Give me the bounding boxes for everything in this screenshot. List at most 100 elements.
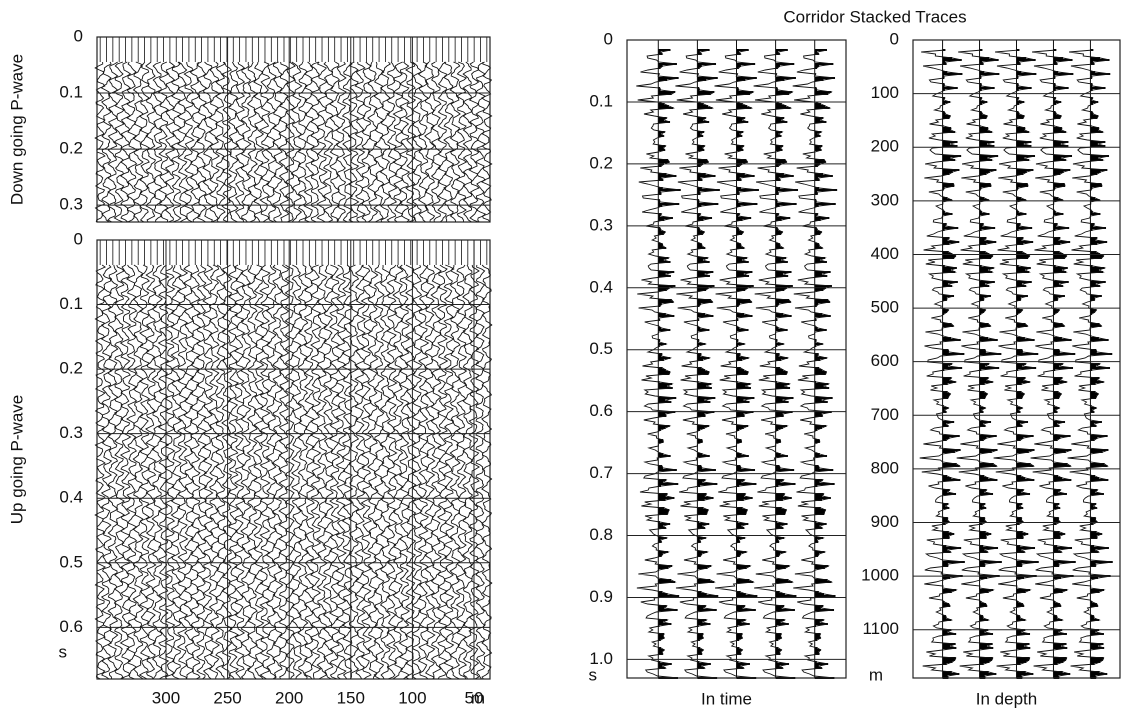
seismic-trace: [423, 264, 436, 680]
y-tick-label: 300: [871, 190, 899, 209]
seismic-trace: [443, 264, 455, 680]
seismic-trace: [404, 61, 417, 223]
seismic-trace: [437, 61, 447, 223]
y-unit: s: [59, 642, 68, 661]
y-tick-label: 0.4: [589, 277, 613, 296]
seismic-trace: [468, 61, 480, 223]
y-tick-label: 1.0: [589, 649, 613, 668]
seismic-trace: [474, 61, 487, 223]
seismic-trace: [240, 61, 252, 223]
y-axis-label: Up going P-wave: [7, 395, 26, 524]
seismic-trace: [309, 264, 322, 680]
y-tick-label: 0: [74, 26, 83, 45]
seismic-trace: [157, 264, 170, 680]
seismic-trace: [303, 61, 315, 223]
seismic-trace: [714, 49, 759, 679]
seismic-trace: [430, 264, 442, 680]
seismic-trace: [113, 264, 126, 680]
seismic-trace: [176, 61, 189, 223]
y-tick-label: 900: [871, 512, 899, 531]
seismic-trace: [392, 264, 404, 680]
seismic-trace: [347, 264, 360, 680]
seismic-trace: [132, 61, 144, 223]
seismic-trace: [753, 49, 799, 679]
trace-fill: [1090, 49, 1113, 679]
seismic-trace: [468, 264, 480, 680]
seismic-trace: [138, 264, 151, 680]
panel: 0 0.1 0.2 0.3 Down going P-wave: [7, 26, 493, 223]
seismic-trace: [328, 264, 341, 680]
y-tick-label: 1000: [861, 566, 899, 585]
seismic-trace: [215, 264, 226, 679]
y-axis-label: Down going P-wave: [7, 54, 26, 205]
seismic-trace: [1067, 49, 1113, 679]
seismic-trace: [265, 264, 278, 680]
seismic-trace: [132, 264, 144, 680]
seismic-trace: [259, 61, 271, 223]
y-tick-label: 0.6: [59, 617, 83, 636]
trace-fill: [1016, 49, 1039, 679]
y-tick-label: 200: [871, 137, 899, 156]
seismic-trace: [385, 264, 398, 680]
figure-title: Corridor Stacked Traces: [783, 7, 966, 26]
trace-fill: [775, 49, 798, 679]
x-tick-label: 250: [213, 688, 241, 707]
seismic-trace: [316, 264, 328, 680]
y-tick-label: 0.7: [589, 463, 613, 482]
seismic-trace: [1030, 49, 1076, 679]
y-tick-label: 0.9: [589, 587, 613, 606]
y-tick-label: 0.4: [59, 488, 83, 507]
seismic-trace: [227, 264, 240, 680]
seismic-trace: [278, 61, 290, 223]
seismic-trace: [360, 264, 373, 680]
seismic-trace: [392, 61, 404, 223]
seismic-trace: [272, 61, 284, 223]
seismic-trace: [100, 264, 113, 680]
seismic-trace: [297, 61, 308, 223]
seismic-trace: [94, 264, 107, 680]
seismic-trace: [430, 61, 442, 223]
y-unit: m: [869, 665, 883, 684]
y-tick-label: 800: [871, 458, 899, 477]
seismic-trace: [120, 61, 132, 223]
seismic-trace: [361, 61, 372, 223]
y-tick-label: 1100: [862, 619, 899, 638]
y-tick-label: 0.1: [59, 83, 83, 102]
seismic-trace: [234, 61, 246, 223]
seismic-trace: [202, 61, 214, 223]
seismic-trace: [322, 264, 334, 680]
y-tick-label: 0: [890, 29, 899, 48]
y-tick-label: 0.8: [589, 525, 613, 544]
seismic-trace: [398, 61, 411, 223]
seismic-trace: [462, 264, 474, 680]
panel: 0 100 200 300 400 500 600 700 800 900 1000 1100 m In …: [861, 29, 1121, 708]
y-tick-label: 0.1: [589, 91, 613, 110]
trace-fill: [979, 49, 1002, 679]
seismic-trace: [455, 264, 468, 680]
y-tick-label: 0.2: [589, 153, 613, 172]
seismic-trace: [481, 264, 493, 680]
seismic-trace: [164, 264, 176, 680]
seismic-trace: [246, 264, 258, 680]
seismic-trace: [455, 61, 468, 223]
seismic-trace: [475, 264, 486, 680]
y-tick-label: 600: [871, 351, 899, 370]
y-tick-label: 0.3: [589, 215, 613, 234]
seismic-trace: [290, 264, 303, 680]
seismic-trace: [675, 49, 720, 679]
seismic-trace: [233, 264, 246, 680]
seismic-trace: [221, 264, 233, 680]
seismic-trace: [335, 264, 347, 680]
seismic-trace: [424, 61, 436, 223]
y-tick-label: 0.1: [59, 294, 83, 313]
seismic-trace: [398, 264, 411, 680]
seismic-trace: [411, 61, 423, 223]
x-tick-label: 300: [152, 688, 180, 707]
seismic-trace: [259, 264, 271, 680]
seismic-trace: [335, 61, 347, 223]
seismic-trace: [214, 61, 226, 223]
seismic-trace: [379, 61, 392, 223]
trace-fill: [942, 49, 965, 679]
trace-fill: [814, 49, 838, 679]
